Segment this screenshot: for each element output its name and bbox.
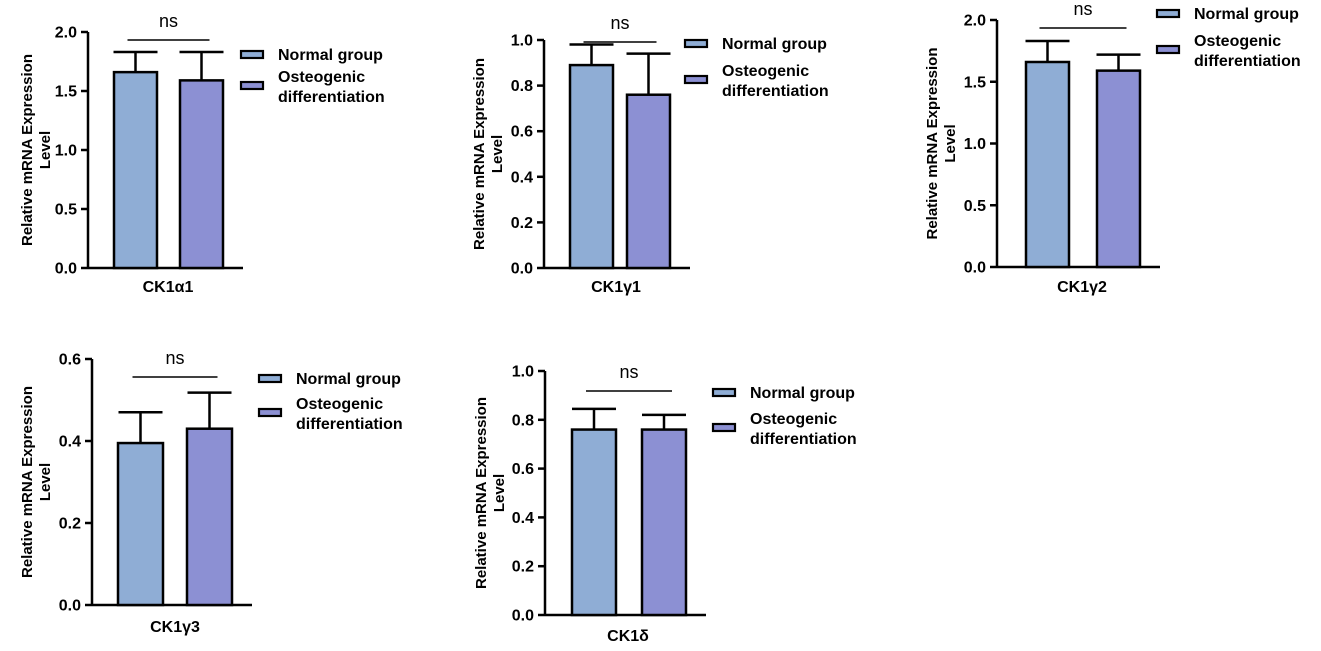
y-tick-label: 0.6 [512,461,534,478]
y-tick-label: 0.0 [59,598,81,615]
legend-label-osteogenic-line2: differentiation [722,83,829,100]
legend-swatch-osteogenic [1155,44,1181,55]
legend-label-normal: Normal group [1194,6,1299,23]
legend-label-osteogenic-line2: differentiation [278,89,385,106]
y-tick-label: 1.0 [511,33,533,50]
significance-label: ns [165,348,184,368]
bar-osteogenic [640,428,688,617]
bar-osteogenic [178,79,225,270]
legend-label-osteogenic-line2: differentiation [750,431,857,448]
legend-label-normal: Normal group [750,385,855,402]
legend: Normal group Osteogenic differentiation [1155,6,1301,70]
legend: Normal group Osteogenic differentiation [711,385,857,448]
significance-label: ns [1073,0,1092,19]
y-tick-label: 0.8 [511,78,533,95]
bar-normal-group [570,428,618,617]
bar-osteogenic [1095,69,1142,269]
chart-panel-5: 0.0 0.2 0.4 0.6 0.8 1.0 CK1δ ns Relative mRNA Ex… [473,362,857,645]
y-tick-label: 1.0 [55,143,77,160]
legend-label-normal: Normal group [278,47,383,64]
significance-label: ns [610,13,629,33]
x-category-label: CK1γ1 [591,279,641,296]
legend: Normal group Osteogenic differentiation [683,36,829,100]
legend-label-osteogenic-line1: Osteogenic [278,69,365,86]
y-axis-label: Relative mRNA ExpressionLevel [471,58,506,250]
y-tick-label: 0.5 [55,202,77,219]
y-tick-label: 0.2 [512,559,534,576]
significance-label: ns [159,11,178,31]
y-tick-label: 2.0 [964,13,986,30]
legend: Normal group Osteogenic differentiation [257,371,403,433]
x-category-label: CK1γ3 [150,619,200,636]
legend-swatch-normal [711,387,737,398]
x-category-label: CK1δ [607,628,649,645]
y-tick-label: 2.0 [55,25,77,42]
legend-label-osteogenic-line2: differentiation [296,416,403,433]
legend-swatch-osteogenic [257,407,283,418]
y-axis-label: Relative mRNA ExpressionLevel [924,47,959,239]
y-tick-label: 1.5 [964,74,986,91]
y-tick-label: 0.2 [59,516,81,533]
y-tick-label: 0.5 [964,198,986,215]
y-tick-label: 0.4 [59,434,81,451]
legend-swatch-osteogenic [711,422,737,433]
y-axis-label: Relative mRNA ExpressionLevel [19,386,54,578]
legend-swatch-normal [1155,8,1181,19]
y-axis-label: Relative mRNA ExpressionLevel [473,397,508,589]
y-tick-label: 0.0 [511,261,533,278]
y-tick-label: 1.0 [512,364,534,381]
legend-label-osteogenic-line1: Osteogenic [722,63,809,80]
legend-swatch-normal [257,373,283,384]
y-tick-label: 0.6 [511,124,533,141]
y-tick-label: 0.8 [512,412,534,429]
legend-label-normal: Normal group [722,36,827,53]
bar-normal-group [1024,60,1071,269]
legend-label-osteogenic-line2: differentiation [1194,53,1301,70]
bar-osteogenic [185,427,234,607]
y-tick-label: 0.0 [964,260,986,277]
y-tick-label: 0.0 [55,261,77,278]
y-tick-label: 0.2 [511,215,533,232]
chart-panel-2: 0.0 0.2 0.4 0.6 0.8 1.0 CK1γ1 ns Relative mRNA E… [471,13,829,296]
legend-label-normal: Normal group [296,371,401,388]
y-tick-label: 0.0 [512,608,534,625]
legend-label-osteogenic-line1: Osteogenic [296,396,383,413]
x-category-label: CK1α1 [143,279,194,296]
y-tick-label: 0.4 [512,510,534,527]
legend-swatch-osteogenic [239,80,265,91]
legend-swatch-normal [239,49,265,60]
bar-normal-group [116,441,165,607]
x-category-label: CK1γ2 [1057,279,1107,296]
y-tick-label: 1.0 [964,136,986,153]
chart-panel-4: 0.0 0.2 0.4 0.6 CK1γ3 ns Relative mRNA Express… [19,348,403,636]
y-tick-label: 1.5 [55,84,77,101]
chart-panel-3: 0.0 0.5 1.0 1.5 2.0 CK1γ2 ns Relative mRNA Expr… [924,0,1301,296]
legend: Normal group Osteogenic differentiation [239,47,385,106]
y-tick-label: 0.4 [511,169,533,186]
legend-swatch-normal [683,38,709,49]
significance-label: ns [619,362,638,382]
y-axis-label: Relative mRNA ExpressionLevel [19,54,54,246]
y-tick-label: 0.6 [59,352,81,369]
bar-normal-group [112,70,159,270]
legend-swatch-osteogenic [683,74,709,85]
bar-osteogenic [625,93,672,270]
bar-normal-group [568,63,615,270]
legend-label-osteogenic-line1: Osteogenic [1194,33,1281,50]
legend-label-osteogenic-line1: Osteogenic [750,411,837,428]
chart-panel-1: 0.0 0.5 1.0 1.5 2.0 CK1α1 ns Relative mRNA Expr… [19,11,385,296]
